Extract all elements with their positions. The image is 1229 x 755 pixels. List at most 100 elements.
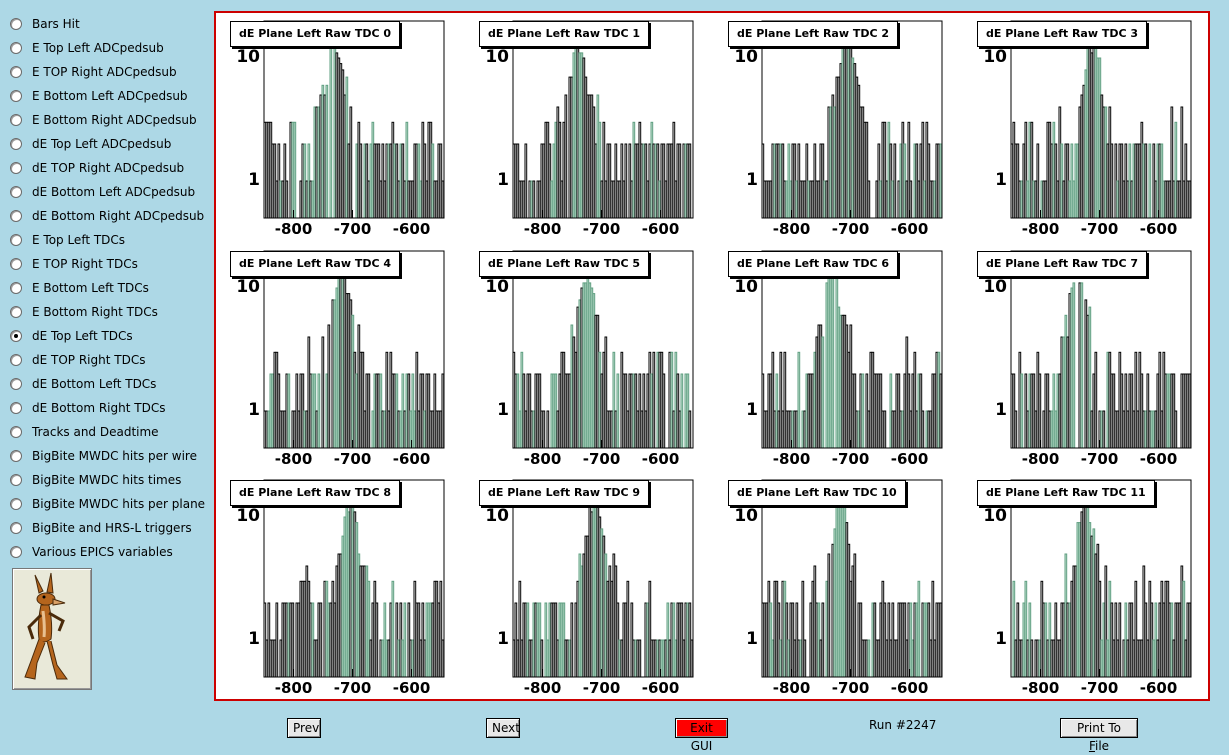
- prev-button[interactable]: Prev: [287, 718, 321, 738]
- histogram-panel[interactable]: dE Plane Left Raw TDC 2 1 10 -800 -700 -600: [716, 13, 966, 243]
- histogram-bin: [1092, 528, 1096, 678]
- radio-option[interactable]: dE TOP Right TDCs: [10, 350, 145, 370]
- histogram-bin: [1174, 121, 1178, 219]
- histogram-panel[interactable]: dE Plane Left Raw TDC 4 1 10 -800 -700 -600: [218, 243, 468, 473]
- radio-option[interactable]: E Bottom Right ADCpedsub: [10, 110, 197, 130]
- histogram-bin: [1080, 282, 1084, 449]
- radio-unselected-icon[interactable]: [10, 354, 22, 366]
- radio-unselected-icon[interactable]: [10, 402, 22, 414]
- radio-option[interactable]: E TOP Right ADCpedsub: [10, 62, 177, 82]
- radio-option[interactable]: E Bottom Left TDCs: [10, 278, 149, 298]
- histogram-bin: [1076, 143, 1080, 219]
- histogram-bin: [347, 143, 351, 219]
- y-tick-label: 1: [497, 169, 509, 190]
- histogram-bin: [1108, 351, 1112, 449]
- radio-unselected-icon[interactable]: [10, 114, 22, 126]
- histogram-bin: [767, 580, 771, 678]
- radio-option[interactable]: dE Top Left TDCs: [10, 326, 133, 346]
- histogram-bin: [385, 351, 389, 449]
- histogram-panel[interactable]: dE Plane Left Raw TDC 1 1 10 -800 -700 -600: [467, 13, 717, 243]
- radio-unselected-icon[interactable]: [10, 210, 22, 222]
- radio-unselected-icon[interactable]: [10, 378, 22, 390]
- radio-option[interactable]: dE Top Left ADCpedsub: [10, 134, 171, 154]
- radio-unselected-icon[interactable]: [10, 162, 22, 174]
- radio-option[interactable]: dE Bottom Left TDCs: [10, 374, 156, 394]
- radio-option[interactable]: dE Bottom Right TDCs: [10, 398, 165, 418]
- histogram-bin: [1104, 565, 1108, 678]
- histogram-bin: [819, 639, 823, 678]
- radio-unselected-icon[interactable]: [10, 450, 22, 462]
- histogram-panel[interactable]: dE Plane Left Raw TDC 7 1 10 -800 -700 -600: [965, 243, 1215, 473]
- radio-option[interactable]: Various EPICS variables: [10, 542, 173, 562]
- histogram-bin: [345, 502, 349, 678]
- radio-option[interactable]: E Bottom Right TDCs: [10, 302, 158, 322]
- histogram-panel[interactable]: dE Plane Left Raw TDC 10 1 10 -800 -700 -600: [716, 472, 966, 702]
- histogram-bin: [636, 143, 640, 219]
- histogram-bin: [1030, 373, 1034, 449]
- histogram-bin: [648, 143, 652, 219]
- next-button[interactable]: Next: [486, 718, 520, 738]
- histogram-bin: [787, 410, 791, 449]
- radio-unselected-icon[interactable]: [10, 282, 22, 294]
- radio-unselected-icon[interactable]: [10, 234, 22, 246]
- radio-unselected-icon[interactable]: [10, 498, 22, 510]
- histogram-panel[interactable]: dE Plane Left Raw TDC 0 1 10 -800 -700 -600: [218, 13, 468, 243]
- histogram-bin: [670, 602, 674, 678]
- histogram-bin: [801, 580, 805, 678]
- radio-option[interactable]: Bars Hit: [10, 14, 80, 34]
- histogram-bin: [877, 639, 881, 678]
- histogram-bin: [785, 410, 789, 449]
- radio-unselected-icon[interactable]: [10, 522, 22, 534]
- radio-unselected-icon[interactable]: [10, 258, 22, 270]
- radio-option[interactable]: dE Bottom Left ADCpedsub: [10, 182, 195, 202]
- print-to-file-button[interactable]: Print To File: [1060, 718, 1138, 753]
- radio-unselected-icon[interactable]: [10, 546, 22, 558]
- radio-unselected-icon[interactable]: [10, 186, 22, 198]
- histogram-panel[interactable]: dE Plane Left Raw TDC 5 1 10 -800 -700 -600: [467, 243, 717, 473]
- radio-unselected-icon[interactable]: [10, 18, 22, 30]
- radio-option[interactable]: E Top Left TDCs: [10, 230, 125, 250]
- histogram-bin: [1056, 180, 1060, 219]
- x-tick-label: -700: [582, 450, 621, 468]
- radio-unselected-icon[interactable]: [10, 66, 22, 78]
- histogram-bin: [377, 143, 381, 219]
- radio-unselected-icon[interactable]: [10, 138, 22, 150]
- radio-unselected-icon[interactable]: [10, 42, 22, 54]
- histogram-bin: [644, 143, 648, 219]
- histogram-panel[interactable]: dE Plane Left Raw TDC 11 1 10 -800 -700 -600: [965, 472, 1215, 702]
- radio-unselected-icon[interactable]: [10, 426, 22, 438]
- histogram-panel[interactable]: dE Plane Left Raw TDC 3 1 10 -800 -700 -600: [965, 13, 1215, 243]
- histogram-bin: [1178, 180, 1182, 219]
- histogram-bin: [343, 94, 347, 219]
- histogram-bin: [769, 602, 773, 678]
- histogram-panel[interactable]: dE Plane Left Raw TDC 8 1 10 -800 -700 -600: [218, 472, 468, 702]
- radio-option[interactable]: BigBite MWDC hits per plane: [10, 494, 205, 514]
- radio-option[interactable]: dE TOP Right ADCpedsub: [10, 158, 184, 178]
- radio-option[interactable]: Tracks and Deadtime: [10, 422, 159, 442]
- histogram-bin: [939, 143, 943, 219]
- histogram-bin: [799, 180, 803, 219]
- radio-option[interactable]: dE Bottom Right ADCpedsub: [10, 206, 204, 226]
- y-tick-label: 10: [734, 47, 758, 68]
- histogram-bin: [355, 522, 359, 678]
- radio-unselected-icon[interactable]: [10, 90, 22, 102]
- radio-option[interactable]: E TOP Right TDCs: [10, 254, 138, 274]
- radio-unselected-icon[interactable]: [10, 474, 22, 486]
- histogram-panel[interactable]: dE Plane Left Raw TDC 9 1 10 -800 -700 -600: [467, 472, 717, 702]
- histogram-bin: [407, 180, 411, 219]
- histogram-bin: [425, 180, 429, 219]
- radio-option[interactable]: BigBite MWDC hits times: [10, 470, 181, 490]
- radio-unselected-icon[interactable]: [10, 306, 22, 318]
- exit-gui-button[interactable]: Exit GUI: [675, 718, 728, 753]
- histogram-bin: [763, 410, 767, 449]
- radio-option[interactable]: BigBite MWDC hits per wire: [10, 446, 197, 466]
- histogram-title: dE Plane Left Raw TDC 3: [977, 21, 1148, 47]
- radio-option[interactable]: E Top Left ADCpedsub: [10, 38, 164, 58]
- radio-option[interactable]: BigBite and HRS-L triggers: [10, 518, 192, 538]
- histogram-bin: [805, 143, 809, 219]
- radio-option[interactable]: E Bottom Left ADCpedsub: [10, 86, 188, 106]
- radio-selected-icon[interactable]: [10, 330, 22, 342]
- histogram-panel[interactable]: dE Plane Left Raw TDC 6 1 10 -800 -700 -600: [716, 243, 966, 473]
- histogram-bin: [847, 351, 851, 449]
- histogram-bin: [273, 143, 277, 219]
